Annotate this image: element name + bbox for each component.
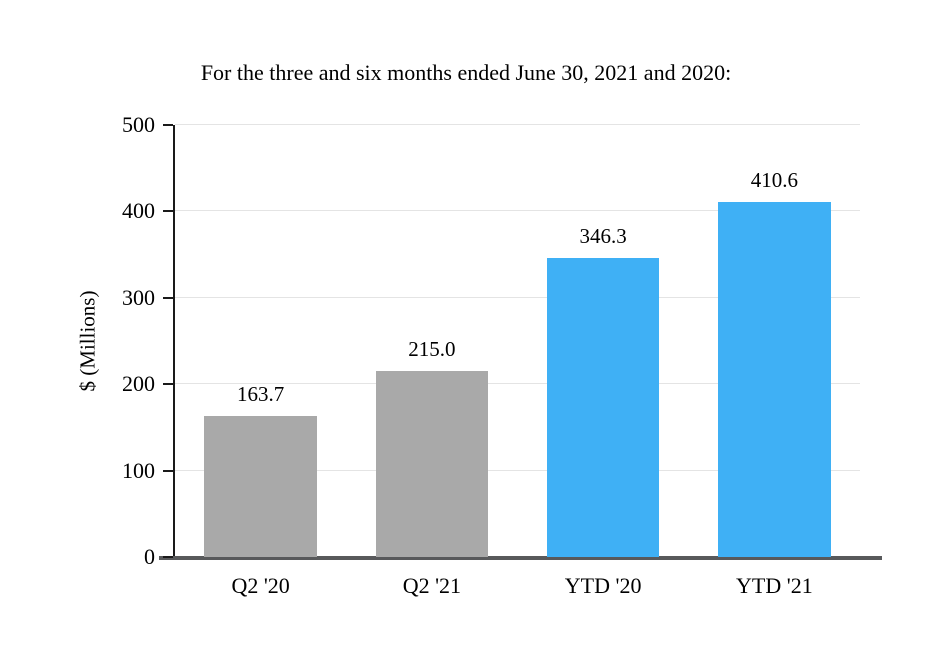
- y-gridline: [175, 124, 860, 125]
- y-gridline: [175, 383, 860, 385]
- y-tick-label: 200: [122, 371, 155, 397]
- bar: [204, 415, 317, 557]
- y-tick-label: 0: [144, 544, 155, 569]
- plot-area: 0 100 200 300 400 500 163.7 Q2 '20 215.0 Q2 '21 34…: [122, 112, 882, 598]
- y-tick-mark: [163, 210, 173, 213]
- bar: [718, 202, 831, 557]
- x-axis-line: [159, 556, 882, 560]
- bar-value-label: 215.0: [408, 337, 456, 362]
- y-tick-label: 500: [122, 112, 155, 137]
- x-tick-label: YTD '21: [736, 573, 813, 598]
- y-gridline: [175, 296, 860, 298]
- y-tick-label: 400: [122, 198, 155, 224]
- x-tick-label: YTD '20: [564, 573, 642, 598]
- y-gridline: [175, 469, 860, 471]
- bar: [375, 371, 489, 557]
- bar-value-label: 346.3: [579, 223, 627, 248]
- x-tick-label: Q2 '21: [402, 573, 462, 598]
- y-tick-mark: [163, 124, 173, 126]
- y-tick-mark: [163, 296, 173, 299]
- y-axis-line: [173, 125, 175, 557]
- bar-value-label: 410.6: [750, 168, 798, 193]
- x-tick-label: Q2 '20: [231, 573, 290, 598]
- bar-value-label: 163.7: [237, 381, 285, 406]
- chart-title: For the three and six months ended June …: [200, 60, 732, 85]
- bar: [546, 257, 660, 557]
- y-tick-label: 100: [122, 457, 155, 483]
- y-tick-mark: [163, 383, 173, 386]
- y-tick-label: 300: [122, 284, 155, 310]
- y-gridline: [175, 210, 860, 212]
- y-tick-mark: [163, 556, 173, 558]
- y-tick-mark: [163, 469, 173, 472]
